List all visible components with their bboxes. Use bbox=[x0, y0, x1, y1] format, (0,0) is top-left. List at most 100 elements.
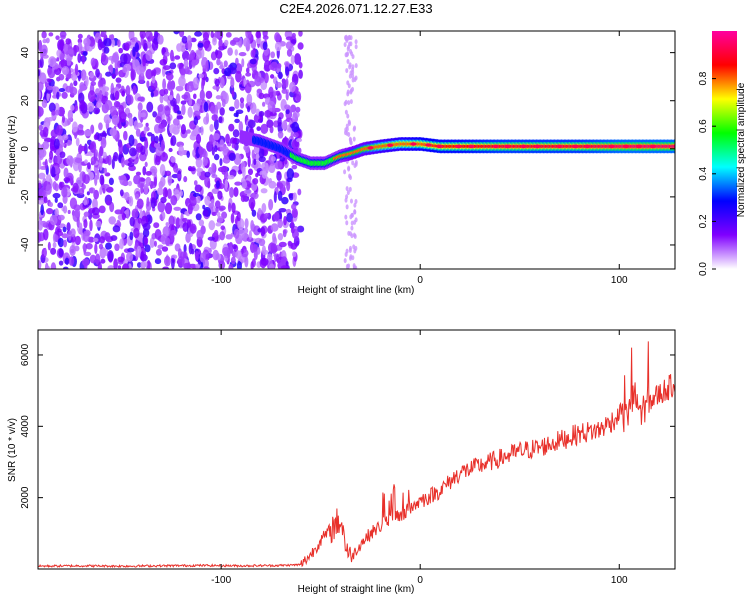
spectrogram-speckle bbox=[349, 140, 353, 146]
spectrogram-speckle bbox=[132, 46, 136, 57]
spectrogram-speckle bbox=[353, 233, 357, 239]
spectrogram-speckle bbox=[348, 186, 352, 192]
spectrogram-y-tick-label: -20 bbox=[20, 189, 31, 204]
spectrogram-speckle bbox=[145, 49, 153, 62]
spectrogram-speckle bbox=[107, 154, 112, 166]
spectrogram-speckle bbox=[257, 207, 262, 215]
spectrogram-speckle bbox=[168, 215, 175, 227]
spectrogram-speckle bbox=[195, 167, 204, 173]
spectrogram-speckle bbox=[256, 88, 263, 94]
spectrogram-speckle bbox=[222, 146, 229, 154]
spectrogram-speckle bbox=[160, 196, 167, 204]
spectrogram-speckle bbox=[105, 71, 112, 77]
spectrogram-speckle bbox=[232, 129, 240, 138]
spectrogram-speckle bbox=[183, 244, 187, 254]
spectrogram-speckle bbox=[154, 155, 161, 166]
spectrogram-speckle bbox=[179, 68, 186, 76]
spectrogram-speckle bbox=[38, 69, 41, 77]
spectrogram-speckle bbox=[183, 58, 189, 69]
spectrogram-speckle bbox=[277, 233, 284, 241]
spectrogram-speckle bbox=[48, 102, 56, 113]
spectrogram-speckle bbox=[184, 211, 189, 216]
spectrogram-speckle bbox=[140, 67, 145, 77]
spectrogram-speckle bbox=[297, 188, 302, 196]
spectrogram-speckle bbox=[228, 106, 235, 112]
spectrogram-speckle bbox=[344, 251, 348, 257]
spectrogram-speckle bbox=[210, 105, 216, 114]
spectrogram-speckle bbox=[72, 45, 80, 53]
spectrogram-speckle bbox=[171, 173, 179, 179]
spectrogram-speckle bbox=[203, 150, 208, 160]
spectrogram-speckle bbox=[159, 94, 164, 104]
spectrogram-y-tick-label: 20 bbox=[20, 95, 31, 107]
spectrogram-speckle bbox=[240, 101, 245, 109]
spectrogram-speckle bbox=[270, 223, 279, 232]
spectrogram-speckle bbox=[81, 54, 86, 65]
spectrogram-speckle bbox=[273, 211, 280, 222]
spectrogram-speckle bbox=[41, 31, 47, 39]
spectrogram-speckle bbox=[118, 47, 124, 54]
spectrogram-speckle bbox=[291, 121, 300, 133]
spectrogram-speckle bbox=[125, 42, 130, 51]
spectrogram-x-tick-label: 0 bbox=[417, 275, 423, 286]
spectrogram-speckle bbox=[254, 75, 262, 87]
spectrogram-speckle bbox=[54, 155, 63, 165]
spectrogram-ridge bbox=[239, 129, 675, 171]
spectrogram-speckle bbox=[232, 243, 237, 250]
spectrogram-speckle bbox=[157, 201, 166, 213]
spectrogram-speckle bbox=[143, 126, 147, 135]
spectrogram-x-tick-label: 100 bbox=[611, 275, 628, 286]
spectrogram-speckle bbox=[38, 124, 44, 131]
spectrogram-speckle bbox=[58, 88, 66, 93]
spectrogram-speckle bbox=[175, 93, 181, 104]
spectrogram-speckle bbox=[290, 39, 297, 45]
spectrogram-speckle bbox=[54, 234, 59, 242]
spectrogram-speckle bbox=[38, 172, 46, 180]
spectrogram-speckle bbox=[82, 184, 86, 190]
spectrogram-speckle bbox=[345, 186, 349, 192]
spectrogram-speckle bbox=[192, 77, 200, 89]
spectrogram-speckle bbox=[52, 192, 61, 199]
spectrogram-speckle bbox=[90, 57, 96, 67]
spectrogram-speckle bbox=[208, 220, 216, 231]
spectrogram-ridge-peak bbox=[534, 144, 541, 149]
spectrogram-speckle bbox=[346, 91, 350, 97]
spectrogram-speckle bbox=[89, 71, 95, 79]
spectrogram-speckle bbox=[286, 168, 295, 180]
spectrogram-speckle bbox=[128, 195, 134, 207]
spectrogram-speckle bbox=[79, 99, 86, 111]
spectrogram-speckle bbox=[269, 74, 275, 79]
spectrogram-speckle bbox=[188, 97, 193, 107]
spectrogram-speckle bbox=[66, 155, 74, 166]
spectrogram-speckle bbox=[157, 244, 164, 250]
spectrogram-speckle bbox=[171, 257, 175, 269]
spectrogram-speckle bbox=[275, 90, 281, 96]
spectrogram-speckle bbox=[238, 51, 247, 57]
spectrogram-speckle bbox=[247, 168, 254, 176]
spectrogram-speckle bbox=[104, 247, 109, 257]
spectrogram-speckle bbox=[345, 220, 349, 226]
spectrogram-speckle bbox=[108, 64, 114, 75]
spectrogram-speckle bbox=[286, 212, 293, 223]
spectrogram-speckle bbox=[202, 156, 208, 166]
spectrogram-speckle bbox=[234, 49, 238, 56]
spectrogram-speckle bbox=[52, 242, 57, 249]
spectrogram-speckle bbox=[100, 137, 107, 149]
spectrogram-speckle bbox=[258, 92, 265, 100]
spectrogram-speckle bbox=[45, 184, 52, 195]
spectrogram-speckle bbox=[236, 211, 241, 222]
spectrogram-speckle bbox=[226, 249, 231, 259]
spectrogram-speckle bbox=[343, 101, 347, 107]
spectrogram-speckle bbox=[223, 60, 228, 68]
spectrogram-speckle bbox=[217, 216, 224, 223]
spectrogram-speckle bbox=[191, 130, 199, 136]
spectrogram-speckle bbox=[74, 157, 83, 164]
spectrogram-speckle bbox=[195, 157, 203, 169]
spectrogram-speckle bbox=[243, 189, 252, 195]
spectrogram-speckle bbox=[268, 180, 277, 189]
spectrogram-speckle bbox=[255, 31, 261, 39]
spectrogram-y-tick-label: -40 bbox=[20, 237, 31, 252]
spectrogram-speckle bbox=[139, 112, 147, 118]
spectrogram-speckle bbox=[354, 198, 358, 204]
spectrogram-speckle bbox=[66, 222, 71, 232]
